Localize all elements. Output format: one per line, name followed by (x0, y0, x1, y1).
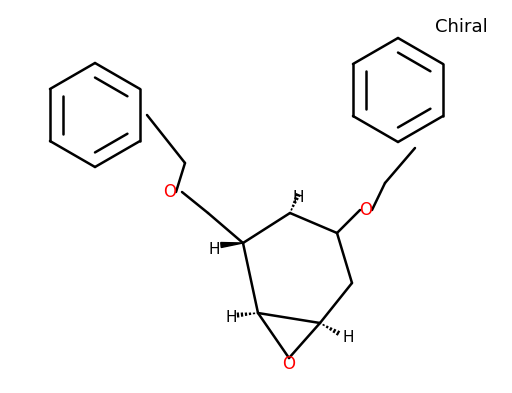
Text: H: H (208, 242, 220, 257)
Text: H: H (342, 331, 353, 345)
Text: O: O (359, 201, 373, 219)
Text: O: O (283, 355, 295, 373)
Text: Chiral: Chiral (435, 18, 488, 36)
Polygon shape (221, 242, 243, 248)
Text: H: H (225, 310, 237, 325)
Text: H: H (292, 189, 304, 204)
Text: O: O (163, 183, 177, 201)
